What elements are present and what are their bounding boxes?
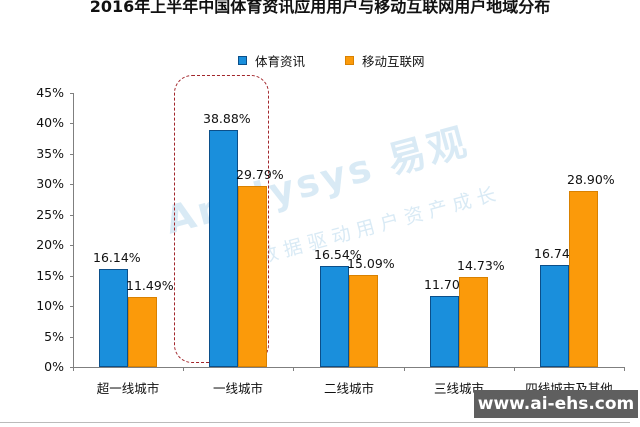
legend-swatch-orange-icon: [345, 56, 355, 65]
y-tick-label: 5%: [44, 329, 64, 344]
value-label: 16.54%: [314, 247, 362, 262]
x-category-label: 一线城市: [212, 381, 263, 396]
x-tick: [624, 367, 625, 371]
bar-mobile: [459, 277, 488, 367]
y-tick: [70, 276, 74, 277]
y-tick-label: 40%: [36, 115, 64, 130]
y-tick: [70, 337, 74, 338]
y-tick-label: 15%: [36, 268, 64, 283]
y-tick-label: 45%: [36, 85, 64, 100]
y-tick-label: 25%: [36, 207, 64, 222]
y-tick-label: 20%: [36, 237, 64, 252]
bar-mobile: [128, 297, 157, 367]
chart-legend: 体育资讯 移动互联网: [238, 51, 465, 70]
bottom-divider: [0, 422, 630, 423]
legend-item-sports: 体育资讯: [238, 51, 305, 70]
legend-label: 移动互联网: [362, 54, 425, 69]
y-axis-line: [73, 93, 74, 368]
bar-sports: [320, 266, 349, 367]
chart-title: 2016年上半年中国体育资讯应用用户与移动互联网用户地域分布: [89, 0, 551, 16]
bar-sports: [209, 130, 238, 367]
x-tick: [404, 367, 405, 371]
y-tick: [70, 184, 74, 185]
legend-item-mobile: 移动互联网: [345, 51, 425, 70]
y-tick-label: 0%: [44, 359, 64, 374]
y-tick: [70, 306, 74, 307]
x-category-label: 三线城市: [433, 381, 484, 396]
bar-sports: [430, 296, 459, 367]
x-category-label: 二线城市: [323, 381, 374, 396]
bar-mobile: [238, 186, 267, 367]
x-axis-line: [70, 367, 624, 368]
y-tick-label: 30%: [36, 176, 64, 191]
value-label: 38.88%: [203, 111, 251, 126]
value-label: 15.09%: [347, 256, 395, 271]
value-label: 16.14%: [93, 250, 141, 265]
bar-mobile: [349, 275, 378, 367]
x-tick: [183, 367, 184, 371]
bar-mobile: [569, 191, 598, 367]
bar-sports: [99, 269, 128, 367]
x-tick: [293, 367, 294, 371]
y-tick: [70, 93, 74, 94]
legend-swatch-blue-icon: [238, 56, 247, 65]
y-tick-label: 10%: [36, 298, 64, 313]
y-tick: [70, 215, 74, 216]
value-label: 29.79%: [236, 167, 284, 182]
y-tick: [70, 154, 74, 155]
legend-label: 体育资讯: [255, 54, 306, 69]
x-tick: [73, 367, 74, 371]
y-tick: [70, 367, 74, 368]
value-label: 11.49%: [126, 278, 174, 293]
y-tick-label: 35%: [36, 146, 64, 161]
bar-sports: [540, 265, 569, 367]
value-label: 14.73%: [457, 258, 505, 273]
value-label: 28.90%: [567, 172, 615, 187]
x-tick: [514, 367, 515, 371]
site-badge: www.ai-ehs.com: [474, 390, 638, 418]
y-tick: [70, 123, 74, 124]
x-category-label: 超一线城市: [96, 381, 160, 396]
y-tick: [70, 245, 74, 246]
